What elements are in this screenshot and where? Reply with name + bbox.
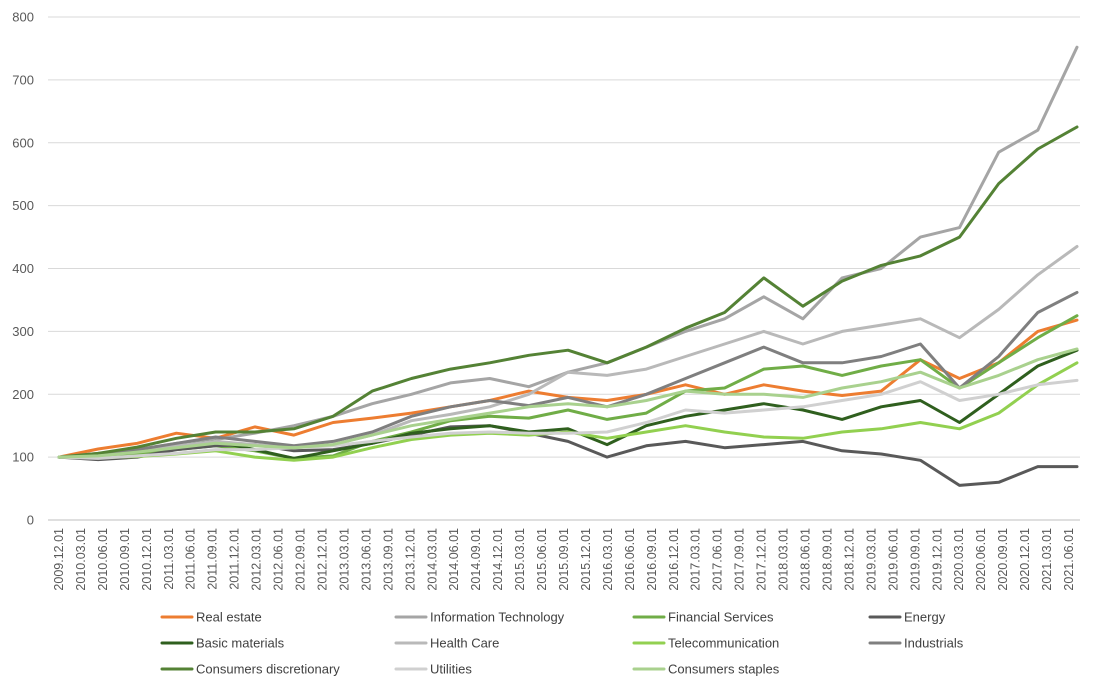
x-tick-label: 2013.06.01 <box>359 528 373 591</box>
x-tick-label: 2010.03.01 <box>74 528 88 591</box>
x-tick-label: 2011.06.01 <box>184 528 198 590</box>
x-tick-label: 2014.09.01 <box>469 528 483 591</box>
y-tick-label: 300 <box>12 324 34 339</box>
x-tick-label: 2015.03.01 <box>513 528 527 591</box>
legend-label: Basic materials <box>196 636 285 651</box>
x-tick-label: 2018.09.01 <box>820 528 834 591</box>
x-tick-label: 2019.09.01 <box>908 528 922 591</box>
y-tick-label: 100 <box>12 450 34 465</box>
legend-label: Information Technology <box>430 610 565 625</box>
x-tick-label: 2012.09.01 <box>294 528 308 591</box>
x-tick-label: 2011.12.01 <box>228 528 242 590</box>
legend-label: Industrials <box>904 636 964 651</box>
x-tick-label: 2013.12.01 <box>403 528 417 591</box>
x-tick-label: 2012.12.01 <box>315 528 329 591</box>
y-axis: 0 100 200 300 400 500 600 700 800 <box>12 10 34 528</box>
x-tick-label: 2017.12.01 <box>755 528 769 591</box>
x-tick-label: 2019.12.01 <box>930 528 944 591</box>
y-tick-label: 400 <box>12 261 34 276</box>
x-tick-label: 2019.06.01 <box>886 528 900 591</box>
series-line <box>57 314 1079 460</box>
x-tick-label: 2017.06.01 <box>711 528 725 591</box>
x-tick-label: 2018.06.01 <box>799 528 813 591</box>
legend-label: Consumers staples <box>668 662 780 677</box>
x-tick-label: 2015.06.01 <box>535 528 549 591</box>
x-tick-label: 2011.03.01 <box>162 528 176 590</box>
legend-label: Energy <box>904 610 946 625</box>
x-tick-label: 2015.09.01 <box>557 528 571 591</box>
x-tick-label: 2013.09.01 <box>381 528 395 591</box>
x-tick-label: 2017.09.01 <box>733 528 747 591</box>
legend-label: Telecommunication <box>668 636 779 651</box>
x-tick-label: 2021.06.01 <box>1062 528 1076 591</box>
x-tick-label: 2020.06.01 <box>974 528 988 591</box>
y-tick-label: 600 <box>12 135 34 150</box>
series-line <box>57 245 1079 459</box>
x-axis: 2009.12.01 2010.03.01 2010.06.01 2010.09.01… <box>52 528 1076 591</box>
gridlines <box>48 16 1080 521</box>
x-tick-label: 2012.03.01 <box>250 528 264 591</box>
x-tick-label: 2020.03.01 <box>952 528 966 591</box>
x-tick-label: 2018.12.01 <box>842 528 856 591</box>
x-tick-label: 2018.03.01 <box>777 528 791 591</box>
x-tick-label: 2014.03.01 <box>425 528 439 591</box>
legend-label: Utilities <box>430 662 472 677</box>
series-line <box>57 45 1079 459</box>
x-tick-label: 2011.09.01 <box>206 528 220 590</box>
x-tick-label: 2012.06.01 <box>272 528 286 591</box>
y-tick-label: 0 <box>27 513 34 528</box>
x-tick-label: 2020.12.01 <box>1018 528 1032 591</box>
x-tick-label: 2016.12.01 <box>667 528 681 591</box>
legend-label: Consumers discretionary <box>196 662 340 677</box>
legend: Real estate Information Technology Financi… <box>160 610 964 677</box>
series-line <box>57 290 1079 459</box>
x-tick-label: 2010.09.01 <box>118 528 132 591</box>
x-tick-label: 2010.12.01 <box>140 528 154 591</box>
x-tick-label: 2014.06.01 <box>447 528 461 591</box>
legend-label: Health Care <box>430 636 499 651</box>
series-line <box>57 125 1079 459</box>
x-tick-label: 2016.06.01 <box>623 528 637 591</box>
series-lines <box>57 45 1079 487</box>
legend-label: Financial Services <box>668 610 774 625</box>
x-tick-label: 2015.12.01 <box>579 528 593 591</box>
x-tick-label: 2020.09.01 <box>996 528 1010 591</box>
y-tick-label: 200 <box>12 387 34 402</box>
x-tick-label: 2019.03.01 <box>864 528 878 591</box>
series-line <box>57 378 1079 460</box>
x-tick-label: 2016.09.01 <box>645 528 659 591</box>
series-line <box>57 347 1079 459</box>
x-tick-label: 2014.12.01 <box>491 528 505 591</box>
x-tick-label: 2013.03.01 <box>337 528 351 591</box>
x-tick-label: 2009.12.01 <box>52 528 66 591</box>
legend-label: Real estate <box>196 610 262 625</box>
x-tick-label: 2010.06.01 <box>96 528 110 591</box>
y-tick-label: 700 <box>12 72 34 87</box>
x-tick-label: 2021.03.01 <box>1040 528 1054 591</box>
y-tick-label: 500 <box>12 198 34 213</box>
y-tick-label: 800 <box>12 10 34 25</box>
x-tick-label: 2016.03.01 <box>601 528 615 591</box>
x-tick-label: 2017.03.01 <box>689 528 703 591</box>
